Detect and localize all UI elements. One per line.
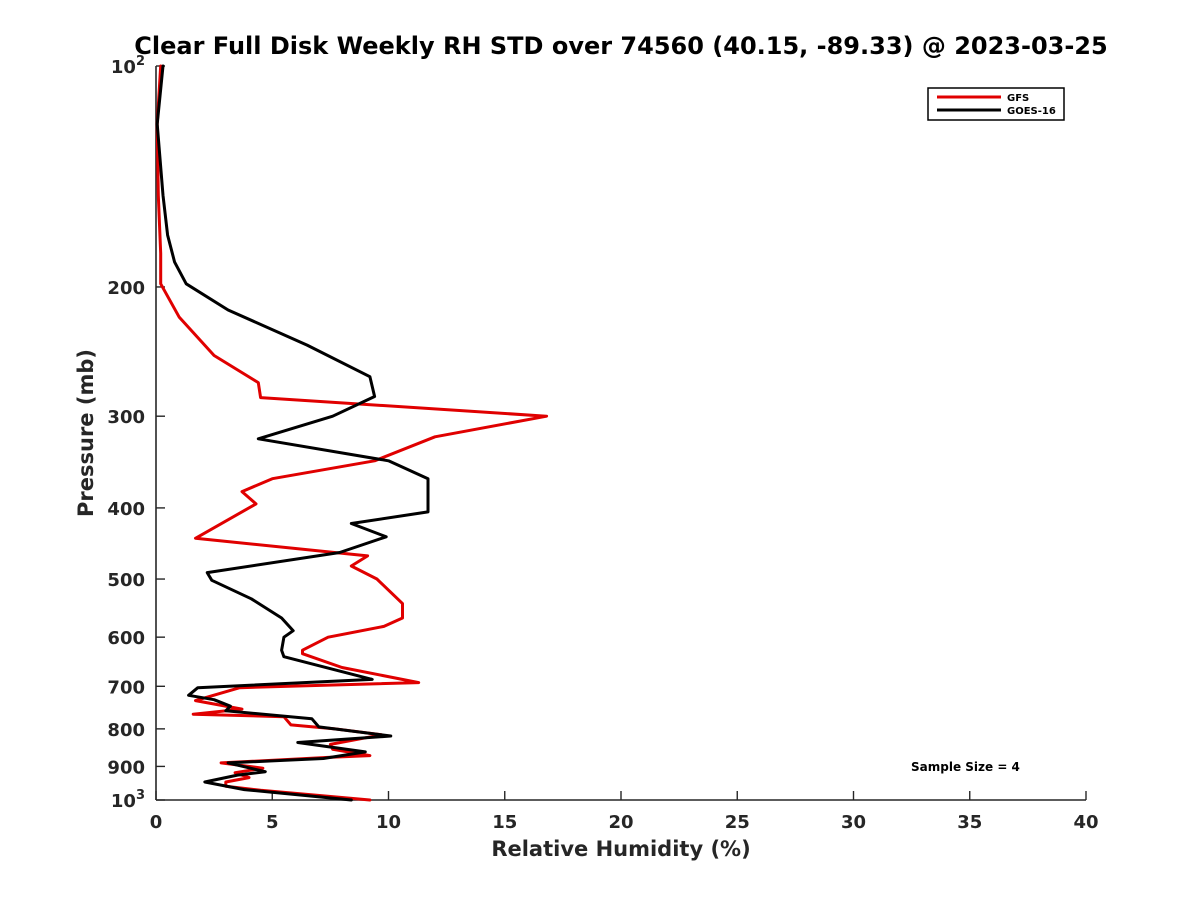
legend-label-gfs: GFS (1007, 93, 1029, 104)
x-tick-label: 40 (1073, 812, 1098, 833)
y-tick-label: 700 (107, 677, 145, 698)
y-tick-label: 500 (107, 570, 145, 591)
y-tick-label: 300 (107, 407, 145, 428)
y-ticks: 102 200 300 400 500 600 700 800 900 103 (107, 54, 165, 812)
y-tick-label: 103 (111, 788, 145, 812)
series-line-goes16 (155, 64, 430, 802)
y-tick-label: 102 (111, 54, 145, 78)
x-tick-label: 25 (725, 812, 750, 833)
series-line-gfs (155, 64, 549, 802)
series-layer (155, 64, 549, 802)
y-tick-label: 900 (107, 757, 145, 778)
x-tick-label: 5 (266, 812, 279, 833)
legend: GFS GOES-16 (927, 87, 1065, 121)
x-axis-label: Relative Humidity (%) (491, 837, 750, 861)
sample-size-annotation: Sample Size = 4 (911, 760, 1020, 774)
x-tick-label: 30 (841, 812, 866, 833)
x-tick-label: 35 (957, 812, 982, 833)
y-axis-label: Pressure (mb) (74, 349, 98, 517)
x-tick-label: 15 (492, 812, 517, 833)
legend-box (927, 87, 1065, 121)
y-tick-label: 600 (107, 628, 145, 649)
x-tick-label: 0 (150, 812, 163, 833)
chart-title: Clear Full Disk Weekly RH STD over 74560… (134, 32, 1107, 60)
y-tick-label: 800 (107, 720, 145, 741)
y-tick-label: 400 (107, 499, 145, 520)
x-tick-label: 10 (376, 812, 401, 833)
x-tick-label: 20 (608, 812, 633, 833)
y-tick-label: 200 (107, 278, 145, 299)
x-ticks: 0 5 10 15 20 25 30 35 40 (150, 791, 1099, 833)
legend-label-goes16: GOES-16 (1007, 106, 1056, 117)
